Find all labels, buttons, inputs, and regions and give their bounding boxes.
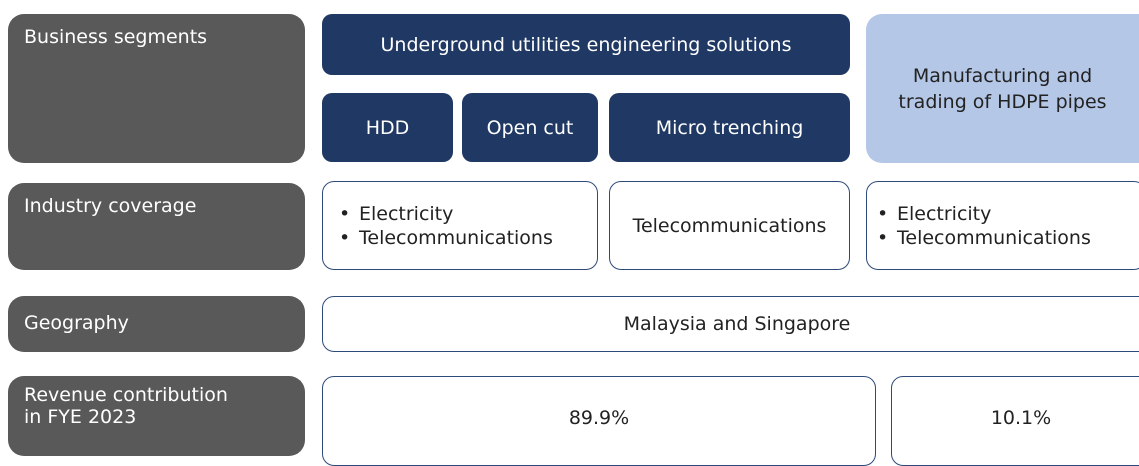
segment-sub: Open cut	[462, 93, 598, 162]
geography-box: Malaysia and Singapore	[322, 296, 1139, 352]
coverage-box: Telecommunications	[609, 181, 850, 270]
coverage-item: Electricity	[875, 202, 991, 226]
segment-main: Underground utilities engineering soluti…	[322, 14, 850, 75]
row-label: Revenue contribution in FYE 2023	[8, 376, 305, 456]
revenue-box: 10.1%	[891, 376, 1139, 466]
revenue-box: 89.9%	[322, 376, 876, 466]
coverage-item: Telecommunications	[337, 226, 553, 250]
row-label: Geography	[8, 296, 305, 352]
coverage-item: Electricity	[337, 202, 453, 226]
page: Business segments Industry coverage Geog…	[0, 0, 1139, 444]
segment-sub: HDD	[322, 93, 453, 162]
segment-sub: Micro trenching	[609, 93, 850, 162]
segment-other: Manufacturing and trading of HDPE pipes	[866, 14, 1139, 163]
row-label: Business segments	[8, 14, 305, 163]
coverage-item: Telecommunications	[875, 226, 1091, 250]
row-label: Industry coverage	[8, 183, 305, 270]
coverage-box: ElectricityTelecommunications	[322, 181, 598, 270]
coverage-item: Telecommunications	[632, 214, 827, 237]
coverage-box: ElectricityTelecommunications	[866, 181, 1139, 270]
